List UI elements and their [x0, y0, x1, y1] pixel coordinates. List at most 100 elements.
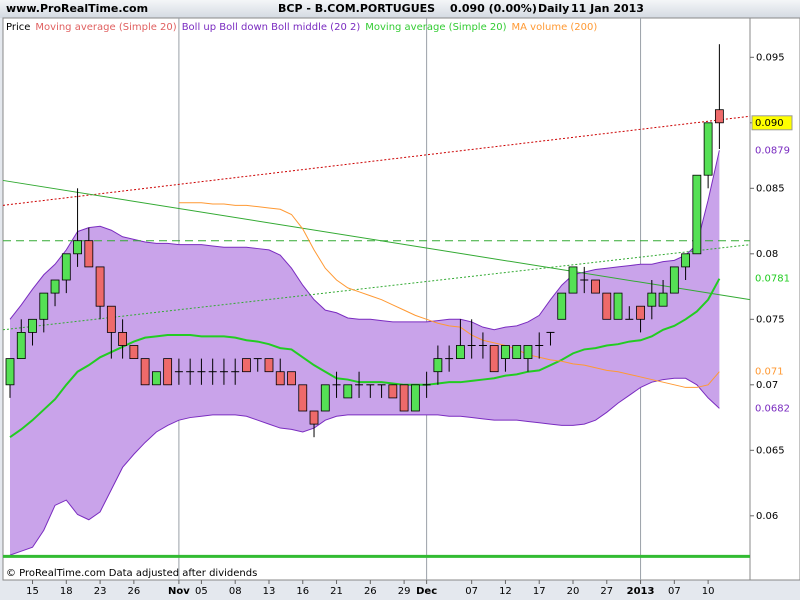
legend-entry: Moving average (Simple 20)	[365, 22, 506, 33]
y-tick-label: 0.085	[756, 183, 785, 194]
last-value-label: 0.0781	[755, 274, 790, 285]
x-tick-label: 16	[296, 586, 309, 597]
last-value-label: 0.071	[755, 367, 784, 378]
indicator-line	[178, 202, 720, 388]
bollinger-upper	[9, 150, 720, 331]
symbol: BCP - B.COM.PORTUGUES	[278, 2, 435, 15]
candle-body	[275, 371, 285, 386]
trendline	[2, 244, 751, 331]
candle-body	[287, 371, 296, 386]
candle-body	[343, 384, 353, 399]
x-tick-label: 10	[702, 586, 715, 597]
candle-body	[61, 253, 71, 281]
footer: © ProRealTime.com Data adjusted after di…	[6, 568, 257, 579]
indicator-line	[9, 278, 721, 439]
x-tick-label: 05	[195, 586, 208, 597]
candle-layer	[5, 44, 724, 438]
candle-body	[658, 292, 668, 307]
legend-entry: Moving average (Simple 20)	[35, 22, 176, 33]
header-bar	[0, 0, 800, 18]
x-tick-label: 08	[229, 586, 242, 597]
candle-body	[39, 292, 49, 320]
candle-body	[557, 292, 567, 320]
y-tick-label: 0.06	[756, 511, 778, 522]
last-value-box	[752, 143, 792, 158]
legend-entry: Boll up Boll down Boll middle (20 2)	[182, 22, 361, 33]
y-tick-label: 0.07	[756, 380, 778, 391]
candle-body	[73, 240, 82, 255]
x-tick-label: Nov	[168, 586, 190, 597]
candle-body	[320, 384, 330, 412]
candle-body	[95, 266, 105, 307]
x-tick-label: 27	[600, 586, 613, 597]
candle-body	[28, 318, 37, 333]
last-value-box	[752, 364, 792, 379]
candle-body	[309, 410, 319, 425]
x-tick-label: 18	[60, 586, 73, 597]
bollinger-lower	[9, 377, 720, 556]
candle-body	[512, 345, 522, 360]
x-tick-label: 2013	[627, 586, 655, 597]
candle-body	[636, 305, 645, 320]
candle-body	[106, 305, 116, 333]
y-axis-area	[749, 17, 800, 581]
candle-body	[129, 345, 139, 360]
candle-body	[489, 345, 499, 373]
y-tick-label: 0.075	[756, 314, 785, 325]
y-tick-label: 0.08	[756, 249, 778, 260]
x-tick-label: 20	[567, 586, 580, 597]
candle-body	[16, 332, 26, 360]
site: www.ProRealTime.com	[6, 2, 148, 15]
y-tick-label: 0.065	[756, 445, 785, 456]
candle-body	[501, 345, 510, 360]
candle-body	[613, 292, 623, 320]
x-tick-label: 07	[465, 586, 478, 597]
trendline	[2, 179, 751, 301]
last-value-label: 0.0682	[755, 403, 790, 414]
candle-body	[455, 345, 465, 360]
candle-body	[5, 358, 15, 386]
candle-body	[568, 266, 578, 294]
candle-body	[602, 292, 612, 320]
candle-body	[703, 122, 713, 176]
x-tick-label: 26	[127, 586, 140, 597]
candle-body	[50, 279, 60, 294]
x-tick-label: 12	[499, 586, 512, 597]
label-layer: Price Moving average (Simple 20) Boll up B…	[6, 22, 793, 597]
last-value-label: 0.0879	[755, 145, 790, 156]
candle-body	[399, 384, 409, 412]
last-value-box	[751, 115, 793, 131]
candle-body	[388, 384, 398, 399]
period: Daily	[538, 2, 569, 15]
candle-body	[264, 358, 274, 373]
x-tick-label: Dec	[416, 586, 437, 597]
candle-body	[591, 279, 600, 294]
x-tick-label: 13	[263, 586, 276, 597]
last-value-label: 0.090	[755, 118, 784, 129]
quote: 0.090 (0.00%)	[450, 2, 537, 15]
candle-body	[151, 371, 161, 386]
x-tick-label: 21	[330, 586, 343, 597]
x-tick-label: 07	[668, 586, 681, 597]
candle-body	[692, 174, 702, 255]
candle-body	[523, 345, 533, 360]
candle-body	[410, 384, 420, 412]
candle-body	[681, 253, 690, 268]
candle-body	[118, 332, 127, 346]
legend-entry: MA volume (200)	[512, 22, 598, 33]
x-tick-label: 29	[398, 586, 411, 597]
line-layer	[2, 115, 751, 558]
candle-body	[84, 240, 94, 268]
legend-entry: Price	[6, 22, 30, 33]
date: 11 Jan 2013	[571, 2, 644, 15]
candle-body	[242, 358, 251, 373]
candle-body	[647, 292, 657, 307]
x-tick-label: 15	[26, 586, 39, 597]
band-layer	[10, 18, 720, 580]
bollinger-fill	[10, 150, 720, 556]
last-value-box	[752, 401, 792, 416]
candle-body	[140, 358, 150, 386]
trendline	[2, 115, 751, 206]
last-value-box	[752, 271, 792, 286]
